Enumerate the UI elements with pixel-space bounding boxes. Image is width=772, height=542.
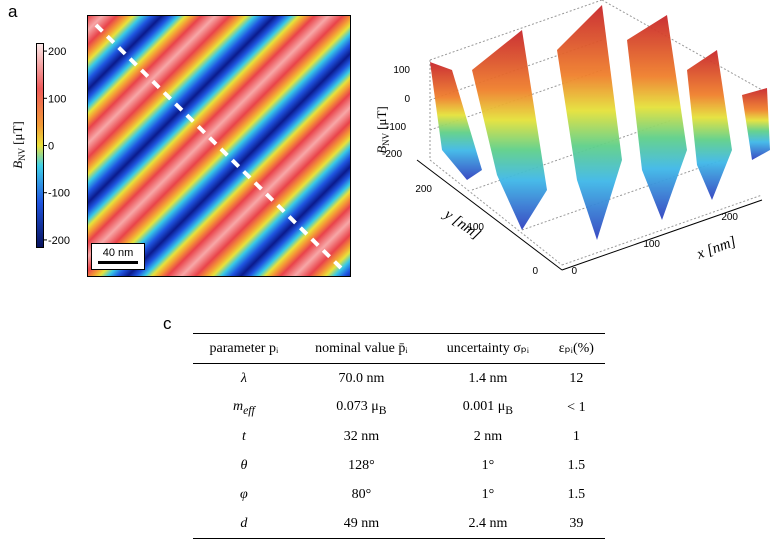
cell-text: 128° (348, 457, 375, 473)
table-row: φ 80° 1° 1.5 (193, 480, 605, 509)
cell-text: 2.4 nm (468, 515, 508, 531)
scale-bar: 40 nm (91, 243, 145, 270)
x-tick-label: 100 (643, 239, 660, 250)
symbol: B (10, 161, 25, 169)
unit: [μT] (10, 121, 25, 145)
table-cell: 1 (548, 422, 605, 451)
cell-text: t (241, 428, 246, 444)
table-cell: 80° (295, 480, 428, 509)
header-cell: εₚᵢ(%) (558, 341, 594, 356)
subscript: NV (17, 147, 27, 160)
x-tick-label: 200 (721, 212, 738, 223)
cell-text: 1.5 (567, 457, 586, 473)
surface-plot: BNV[μT] y [nm] x [nm] 1000-100-200200100… (372, 0, 772, 290)
subscript: NV (381, 132, 391, 145)
cell-text: 1° (481, 457, 495, 473)
panel-label: a (8, 2, 18, 21)
cell-text: d (240, 515, 248, 531)
table-row: θ 128° 1° 1.5 (193, 451, 605, 480)
table-cell: < 1 (548, 393, 605, 422)
line-cut (94, 23, 347, 274)
table-cell: λ (193, 364, 295, 394)
header-row: parameter pᵢ nominal value p̄ᵢ uncertainty… (193, 334, 605, 364)
panel-a-overlay: BNV [μT] 200 100 0 -100 -200 (10, 23, 347, 274)
x-tick-label: 0 (571, 266, 577, 277)
table-cell: θ (193, 451, 295, 480)
y-tick-label: 0 (532, 266, 538, 277)
table-cell: 39 (548, 509, 605, 539)
parameter-table: parameter pᵢ nominal value p̄ᵢ uncertainty… (193, 333, 605, 539)
cell-text: φ (240, 486, 248, 502)
table-cell: 49 nm (295, 509, 428, 539)
cell-text: < 1 (567, 399, 586, 415)
cell-text: m (232, 398, 244, 414)
surface (430, 5, 770, 240)
cell-text: 70.0 nm (338, 370, 385, 386)
table-cell: 128° (295, 451, 428, 480)
colorbar (36, 43, 44, 248)
cell-text: 39 (569, 515, 584, 531)
unit: [μT] (374, 106, 389, 130)
header-cell: uncertainty σₚᵢ (446, 341, 530, 356)
table-cell: φ (193, 480, 295, 509)
table-cell: 1° (428, 451, 548, 480)
z-tick-label: 100 (393, 65, 410, 76)
table-row: meff 0.073 μB 0.001 μB < 1 (193, 393, 605, 422)
axes (416, 159, 763, 271)
cell-text: 1.4 nm (468, 370, 508, 386)
colorbar-tick-label: 200 (48, 46, 66, 58)
table-row: λ 70.0 nm 1.4 nm 12 (193, 364, 605, 394)
z-tick-label: -200 (382, 149, 402, 160)
header-cell: nominal value p̄ᵢ (315, 340, 408, 356)
table-cell: 0.001 μB (428, 393, 548, 422)
scale-label: 40 nm (102, 247, 134, 259)
table-cell: 12 (548, 364, 605, 394)
y-tick-label: 200 (415, 184, 432, 195)
cell-text: 49 nm (343, 515, 380, 531)
cell-subscript: B (378, 403, 387, 417)
cell-text: 1 (572, 428, 580, 444)
cell-text: 1° (481, 486, 495, 502)
table-cell: 32 nm (295, 422, 428, 451)
colorbar-title: BNV [μT] (10, 121, 27, 169)
cell-text: θ (240, 457, 248, 473)
cell-text: 1.5 (567, 486, 586, 502)
table-cell: d (193, 509, 295, 539)
table-cell: 2.4 nm (428, 509, 548, 539)
symbol: B (374, 146, 389, 154)
table-row: t 32 nm 2 nm 1 (193, 422, 605, 451)
colorbar-tick-label: -200 (48, 235, 70, 247)
z-tick-label: -100 (386, 122, 406, 133)
table-cell: 2 nm (428, 422, 548, 451)
colorbar-tick-label: 100 (48, 93, 66, 105)
z-tick-label: 0 (404, 94, 410, 105)
table-cell: 0.073 μB (295, 393, 428, 422)
cell-text: 32 nm (343, 428, 380, 444)
table-row: d 49 nm 2.4 nm 39 (193, 509, 605, 539)
colorbar-tick-label: -100 (48, 188, 70, 200)
cell-text: 2 nm (473, 428, 503, 444)
y-tick-label: 100 (467, 222, 484, 233)
cell-text: 0.073 μ (336, 398, 379, 414)
cell-text: λ (240, 370, 247, 386)
header-cell: parameter pᵢ (209, 340, 279, 356)
panel-label: c (163, 314, 172, 333)
cell-text: 0.001 μ (462, 398, 506, 414)
table-cell: 1.4 nm (428, 364, 548, 394)
table-cell: meff (193, 393, 295, 422)
cell-subscript: eff (243, 403, 255, 417)
z-axis-label: BNV [μT] (374, 106, 391, 154)
scale-line (98, 261, 138, 264)
cell-text: 80° (351, 486, 372, 502)
cell-subscript: B (505, 403, 514, 417)
table-cell: 70.0 nm (295, 364, 428, 394)
table-cell: 1° (428, 480, 548, 509)
table-cell: t (193, 422, 295, 451)
cell-text: 12 (569, 370, 584, 386)
table-cell: 1.5 (548, 480, 605, 509)
colorbar-tick-label: 0 (48, 141, 54, 153)
table-cell: 1.5 (548, 451, 605, 480)
